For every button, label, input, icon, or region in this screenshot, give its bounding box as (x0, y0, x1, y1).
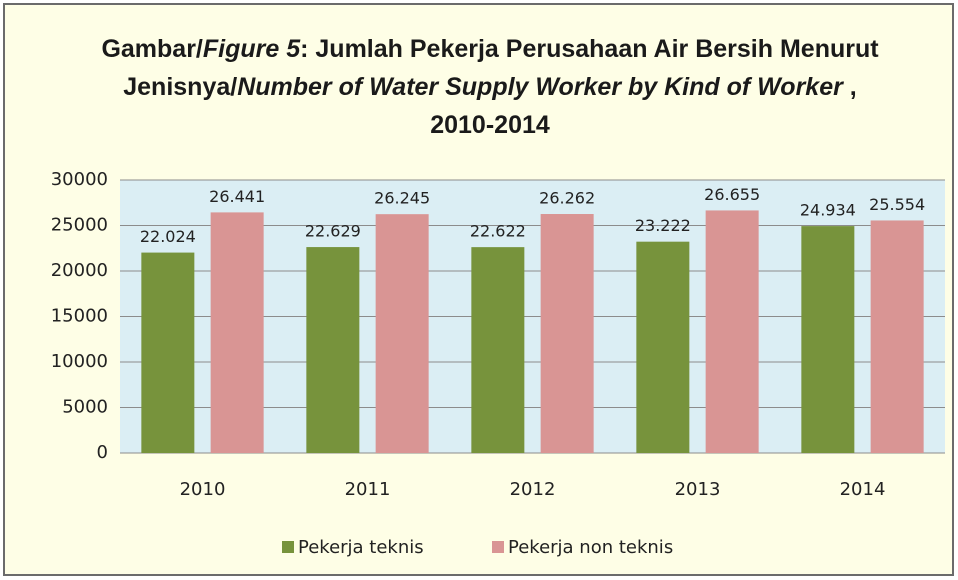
chart-title: Gambar/Figure 5: Jumlah Pekerja Perusaha… (90, 30, 890, 144)
value-label: 22.622 (470, 222, 526, 241)
legend-label: Pekerja teknis (298, 537, 424, 558)
bar (375, 214, 429, 453)
bar (141, 252, 195, 453)
y-tick-label: 5000 (62, 397, 108, 418)
bar (210, 212, 264, 453)
bar (870, 220, 924, 453)
title-part: , 2010-2014 (430, 73, 857, 139)
legend-swatch (492, 541, 504, 553)
value-label: 26.245 (374, 189, 430, 208)
value-label: 25.554 (869, 195, 925, 214)
value-label: 24.934 (800, 201, 856, 220)
x-tick-label: 2011 (345, 479, 391, 500)
bar (540, 214, 594, 453)
legend-label: Pekerja non teknis (508, 537, 673, 558)
y-tick-label: 10000 (51, 351, 108, 372)
legend-swatch (282, 541, 294, 553)
x-tick-label: 2014 (840, 479, 886, 500)
value-label: 26.441 (209, 187, 265, 206)
y-tick-label: 0 (97, 442, 108, 463)
title-part: Gambar/ (101, 35, 203, 63)
bar (471, 247, 525, 453)
title-part: : Jumlah Pekerja Perusahaan Air Bersih M… (123, 35, 879, 101)
value-label: 22.024 (140, 227, 196, 246)
y-tick-label: 20000 (51, 260, 108, 281)
y-tick-label: 30000 (51, 169, 108, 190)
y-tick-label: 15000 (51, 306, 108, 327)
bar (636, 241, 690, 453)
value-label: 26.655 (704, 185, 760, 204)
y-tick-label: 25000 (51, 215, 108, 236)
x-tick-label: 2010 (180, 479, 226, 500)
value-label: 26.262 (539, 189, 595, 208)
x-tick-label: 2013 (675, 479, 721, 500)
value-label: 22.629 (305, 222, 361, 241)
value-label: 23.222 (635, 216, 691, 235)
bar (705, 210, 759, 453)
title-part: Number of Water Supply Worker by Kind of… (237, 73, 843, 101)
x-tick-label: 2012 (510, 479, 556, 500)
title-part: Figure 5 (202, 35, 301, 63)
bar (801, 226, 855, 453)
bar (306, 247, 360, 453)
